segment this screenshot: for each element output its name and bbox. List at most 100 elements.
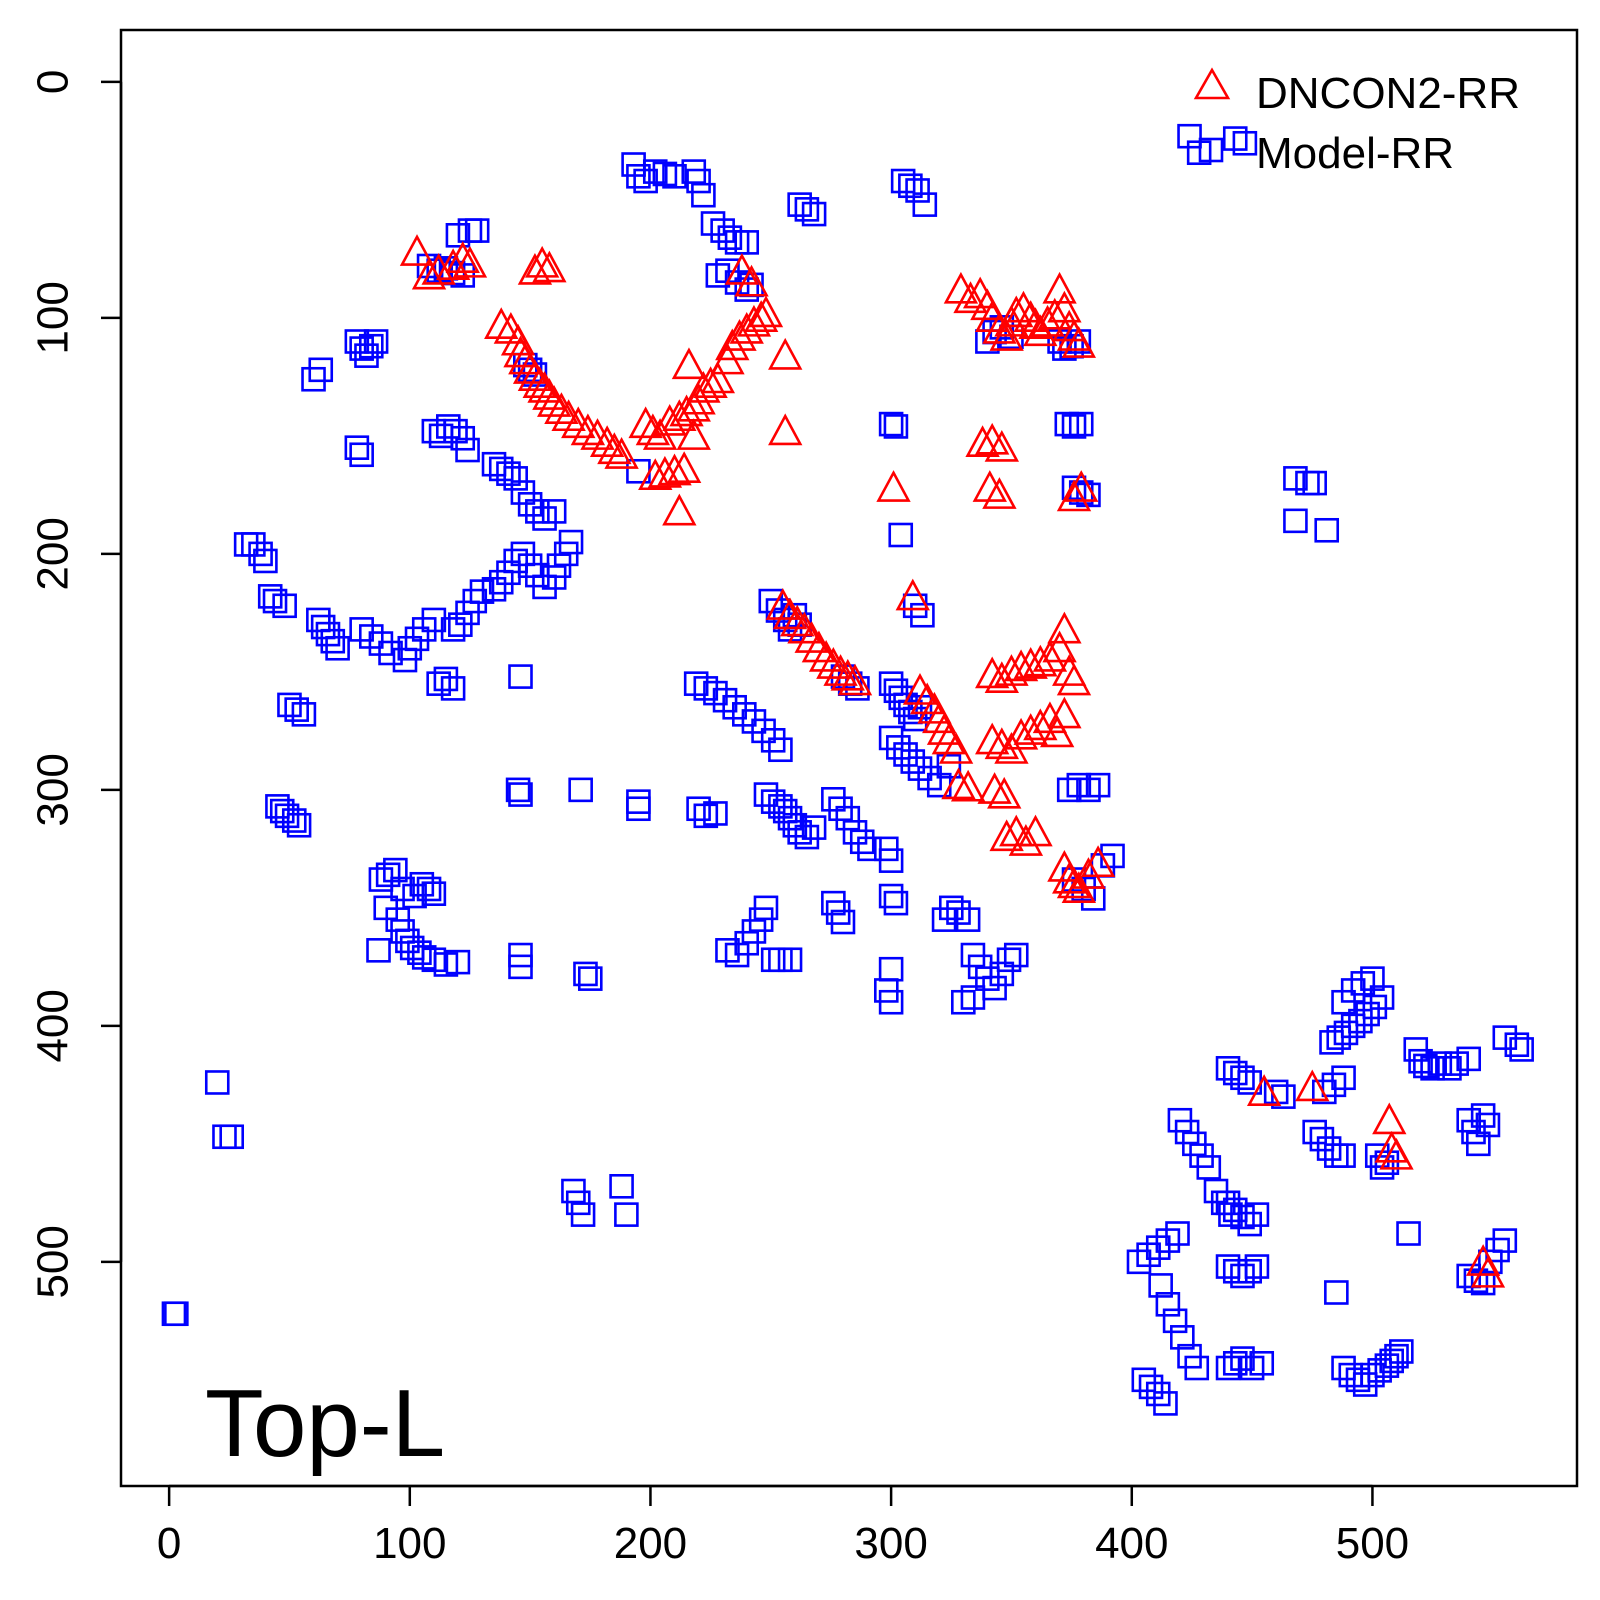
square-point-275 xyxy=(1145,1381,1171,1407)
square-point-12 xyxy=(265,794,290,819)
square-point-154 xyxy=(693,803,719,829)
square-point-156 xyxy=(715,938,740,963)
square-point-273 xyxy=(1131,1367,1157,1393)
triangle-point-138 xyxy=(1246,1074,1282,1106)
triangle-point-49 xyxy=(666,451,702,483)
triangle-point-21 xyxy=(551,399,586,432)
triangle-point-8 xyxy=(532,250,567,283)
square-point-304 xyxy=(1263,1079,1289,1105)
triangle-point-78 xyxy=(975,422,1010,455)
triangle-point-29 xyxy=(635,413,671,446)
triangle-point-66 xyxy=(1006,290,1041,323)
square-point-343 xyxy=(1413,1053,1438,1079)
square-point-225 xyxy=(910,602,935,628)
triangle-point-36 xyxy=(686,370,721,403)
square-point-303 xyxy=(1249,1350,1275,1376)
square-point-334 xyxy=(1379,1348,1404,1374)
triangle-point-132 xyxy=(1047,849,1082,882)
square-point-103 xyxy=(508,782,533,807)
square-point-238 xyxy=(960,985,986,1010)
square-point-11 xyxy=(272,593,297,619)
triangle-point-102 xyxy=(931,722,967,755)
square-point-18 xyxy=(284,697,309,722)
triangle-point-47 xyxy=(647,455,683,488)
square-point-16 xyxy=(286,812,312,838)
square-point-361 xyxy=(1504,1032,1530,1058)
triangle-point-93 xyxy=(816,647,851,679)
square-point-130 xyxy=(681,159,707,184)
y-tick-label: 500 xyxy=(29,1225,78,1298)
square-point-45 xyxy=(397,635,423,661)
square-point-112 xyxy=(558,529,584,555)
square-point-281 xyxy=(1196,1155,1222,1180)
square-point-296 xyxy=(1230,1263,1255,1289)
square-point-308 xyxy=(1316,1136,1342,1161)
square-point-256 xyxy=(1085,772,1111,798)
square-point-346 xyxy=(1437,1056,1462,1081)
triangle-point-56 xyxy=(768,413,803,446)
triangle-point-4 xyxy=(445,241,480,273)
square-point-21 xyxy=(308,357,334,383)
triangle-point-82 xyxy=(982,477,1017,509)
triangle-point-80 xyxy=(876,470,911,502)
square-point-344 xyxy=(1420,1056,1445,1081)
square-point-90 xyxy=(525,499,550,524)
triangle-point-96 xyxy=(837,663,873,696)
square-point-258 xyxy=(1071,876,1096,902)
square-point-351 xyxy=(1466,1131,1491,1157)
square-point-324 xyxy=(1360,966,1385,991)
square-point-345 xyxy=(1427,1051,1453,1076)
square-point-200 xyxy=(888,685,914,711)
square-point-143 xyxy=(683,671,709,696)
square-point-266 xyxy=(1165,1221,1190,1246)
triangle-point-62 xyxy=(982,311,1017,344)
square-point-78 xyxy=(464,218,490,243)
square-point-37 xyxy=(378,640,403,666)
triangle-point-26 xyxy=(597,432,632,465)
square-point-98 xyxy=(517,553,543,578)
triangle-point-90 xyxy=(794,621,829,653)
square-point-235 xyxy=(996,947,1022,973)
square-point-215 xyxy=(878,883,904,909)
triangle-point-60 xyxy=(970,288,1005,321)
square-point-2 xyxy=(204,1070,230,1095)
x-tick-label: 500 xyxy=(1336,1519,1409,1568)
square-point-119 xyxy=(609,1174,634,1199)
square-point-180 xyxy=(787,192,812,217)
square-point-313 xyxy=(1331,1065,1356,1091)
square-point-113 xyxy=(568,777,593,803)
square-point-208 xyxy=(900,749,926,774)
square-point-247 xyxy=(1054,411,1080,437)
square-point-24 xyxy=(315,621,341,647)
square-point-314 xyxy=(1319,1030,1344,1055)
triangle-point-76 xyxy=(1061,326,1097,358)
y-tick-label: 400 xyxy=(29,989,78,1062)
square-point-132 xyxy=(691,182,716,208)
square-point-292 xyxy=(1237,1211,1263,1237)
triangle-point-89 xyxy=(787,611,822,644)
triangle-point-11 xyxy=(500,323,536,356)
square-point-312 xyxy=(1321,1072,1347,1098)
square-point-250 xyxy=(1061,475,1087,501)
square-point-198 xyxy=(878,671,904,696)
square-point-146 xyxy=(712,687,738,713)
square-point-301 xyxy=(1230,1346,1255,1371)
square-point-293 xyxy=(1244,1202,1270,1227)
square-point-367 xyxy=(1314,517,1340,543)
square-point-70 xyxy=(455,437,480,463)
triangle-point-28 xyxy=(628,406,663,439)
square-point-30 xyxy=(358,333,384,359)
square-point-325 xyxy=(1369,985,1395,1010)
square-point-93 xyxy=(481,576,507,602)
square-point-1 xyxy=(164,1301,189,1327)
square-point-368 xyxy=(1177,123,1202,149)
triangle-point-103 xyxy=(938,732,974,764)
square-point-323 xyxy=(1350,971,1376,996)
triangle-point-136 xyxy=(1071,857,1106,889)
square-point-311 xyxy=(1312,1079,1337,1105)
square-point-152 xyxy=(768,737,793,763)
triangle-point-52 xyxy=(676,418,711,450)
marks-layer xyxy=(161,123,1534,1416)
